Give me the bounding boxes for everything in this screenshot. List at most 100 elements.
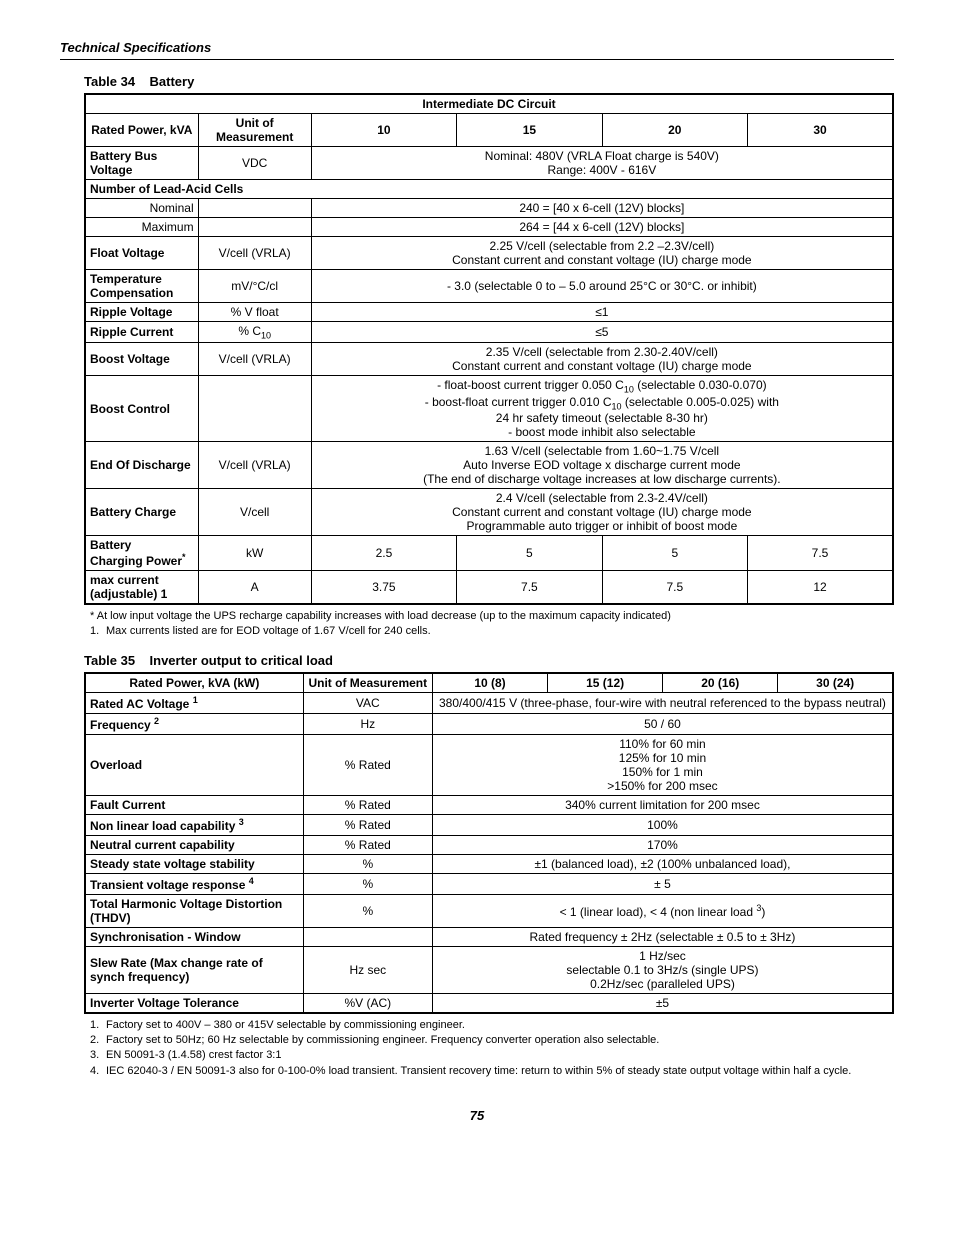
txt: EN 50091-3 (1.4.58) crest factor 3:1 (106, 1049, 281, 1061)
cell: % C10 (198, 322, 311, 343)
sub: 10 (612, 401, 622, 411)
cell: Nominal: 480V (VRLA Float charge is 540V… (311, 147, 893, 180)
th: 20 (16) (663, 673, 778, 693)
txt: - boost-float current trigger 0.010 C (425, 395, 612, 409)
txt: Factory set to 400V – 380 or 415V select… (106, 1019, 465, 1031)
cell: % Rated (303, 734, 432, 795)
cell: V/cell (VRLA) (198, 442, 311, 489)
cell: 1.63 V/cell (selectable from 1.60~1.75 V… (311, 442, 893, 489)
row-label: Nominal (85, 199, 198, 218)
row-label: Maximum (85, 218, 198, 237)
txt: Non linear load capability (90, 819, 239, 833)
caption-title: Battery (150, 74, 195, 89)
cell: 110% for 60 min 125% for 10 min 150% for… (432, 734, 893, 795)
cell: V/cell (198, 489, 311, 536)
row-label: Non linear load capability 3 (85, 814, 303, 835)
txt: - float-boost current trigger 0.050 C (437, 378, 624, 392)
cell: kW (198, 536, 311, 571)
cell: 5 (602, 536, 747, 571)
row-label: End Of Discharge (85, 442, 198, 489)
cell: % Rated (303, 814, 432, 835)
cell: % (303, 873, 432, 894)
cell: 2.25 V/cell (selectable from 2.2 –2.3V/c… (311, 237, 893, 270)
sup: 4 (249, 876, 254, 886)
sup: 2 (154, 716, 159, 726)
footnote: 2.Factory set to 50Hz; 60 Hz selectable … (90, 1033, 894, 1047)
txt: IEC 62040-3 / EN 50091-3 also for 0-100-… (106, 1065, 851, 1077)
txt: Rated AC Voltage (90, 697, 193, 711)
row-label: Fault Current (85, 795, 303, 814)
cell: %V (AC) (303, 993, 432, 1013)
section-header: Technical Specifications (60, 40, 894, 60)
cell: 2.35 V/cell (selectable from 2.30-2.40V/… (311, 343, 893, 376)
cell: ±5 (432, 993, 893, 1013)
cell: ≤1 (311, 303, 893, 322)
sup: 1 (193, 695, 198, 705)
cell: 264 = [44 x 6-cell (12V) blocks] (311, 218, 893, 237)
row-label: Total Harmonic Voltage Distortion (THDV) (85, 894, 303, 927)
txt: (selectable 0.005-0.025) with (622, 395, 779, 409)
sub: 10 (624, 385, 634, 395)
cell: VAC (303, 692, 432, 713)
cell: % Rated (303, 835, 432, 854)
cell: VDC (198, 147, 311, 180)
row-label: Ripple Current (85, 322, 198, 343)
row-label: max current (adjustable) 1 (85, 571, 198, 605)
cell: 170% (432, 835, 893, 854)
cell: % Rated (303, 795, 432, 814)
txt: 24 hr safety timeout (selectable 8-30 hr… (496, 411, 708, 425)
row-label: Ripple Voltage (85, 303, 198, 322)
cell: % (303, 854, 432, 873)
txt: Frequency (90, 718, 154, 732)
cell (303, 927, 432, 946)
footnote: 4.IEC 62040-3 / EN 50091-3 also for 0-10… (90, 1064, 894, 1078)
cell: 7.5 (748, 536, 893, 571)
row-label: Overload (85, 734, 303, 795)
cell: mV/°C/cl (198, 270, 311, 303)
row-label: Battery Bus Voltage (85, 147, 198, 180)
cell: - float-boost current trigger 0.050 C10 … (311, 376, 893, 442)
th: 10 (311, 114, 456, 147)
table34-caption: Table 34 Battery (84, 74, 894, 89)
sup: 3 (239, 817, 244, 827)
txt: (selectable 0.030-0.070) (634, 378, 767, 392)
row-label: Temperature Compensation (85, 270, 198, 303)
sub: 10 (261, 330, 271, 340)
cell: 340% current limitation for 200 msec (432, 795, 893, 814)
th: Rated Power, kVA (85, 114, 198, 147)
cell: Hz (303, 713, 432, 734)
cell: ± 5 (432, 873, 893, 894)
row-label: Frequency 2 (85, 713, 303, 734)
cell: 50 / 60 (432, 713, 893, 734)
row-label: Battery Charge (85, 489, 198, 536)
cell: 380/400/415 V (three-phase, four-wire wi… (432, 692, 893, 713)
th: 30 (748, 114, 893, 147)
txt: Battery (90, 538, 131, 552)
cell: ±1 (balanced load), ±2 (100% unbalanced … (432, 854, 893, 873)
row-label: Battery Charging Power* (85, 536, 198, 571)
cell: 2.4 V/cell (selectable from 2.3-2.4V/cel… (311, 489, 893, 536)
cell: < 1 (linear load), < 4 (non linear load … (432, 894, 893, 927)
row-label: Slew Rate (Max change rate of synch freq… (85, 946, 303, 993)
cell: 240 = [40 x 6-cell (12V) blocks] (311, 199, 893, 218)
cell: - 3.0 (selectable 0 to – 5.0 around 25°C… (311, 270, 893, 303)
footnote: 3.EN 50091-3 (1.4.58) crest factor 3:1 (90, 1048, 894, 1062)
txt: - boost mode inhibit also selectable (508, 425, 695, 439)
cell: % V float (198, 303, 311, 322)
table34-footnotes: * At low input voltage the UPS recharge … (90, 609, 894, 639)
cell: 12 (748, 571, 893, 605)
cell: ≤5 (311, 322, 893, 343)
th: 15 (12) (548, 673, 663, 693)
cell (198, 376, 311, 442)
th: 20 (602, 114, 747, 147)
table35: Rated Power, kVA (kW) Unit of Measuremen… (84, 672, 894, 1014)
table35-footnotes: 1.Factory set to 400V – 380 or 415V sele… (90, 1018, 894, 1078)
row-label: Boost Voltage (85, 343, 198, 376)
cell: 2.5 (311, 536, 456, 571)
row-label: Inverter Voltage Tolerance (85, 993, 303, 1013)
cell: V/cell (VRLA) (198, 237, 311, 270)
txt: Transient voltage response (90, 878, 249, 892)
th: 30 (24) (778, 673, 893, 693)
row-label: Float Voltage (85, 237, 198, 270)
cell (198, 199, 311, 218)
